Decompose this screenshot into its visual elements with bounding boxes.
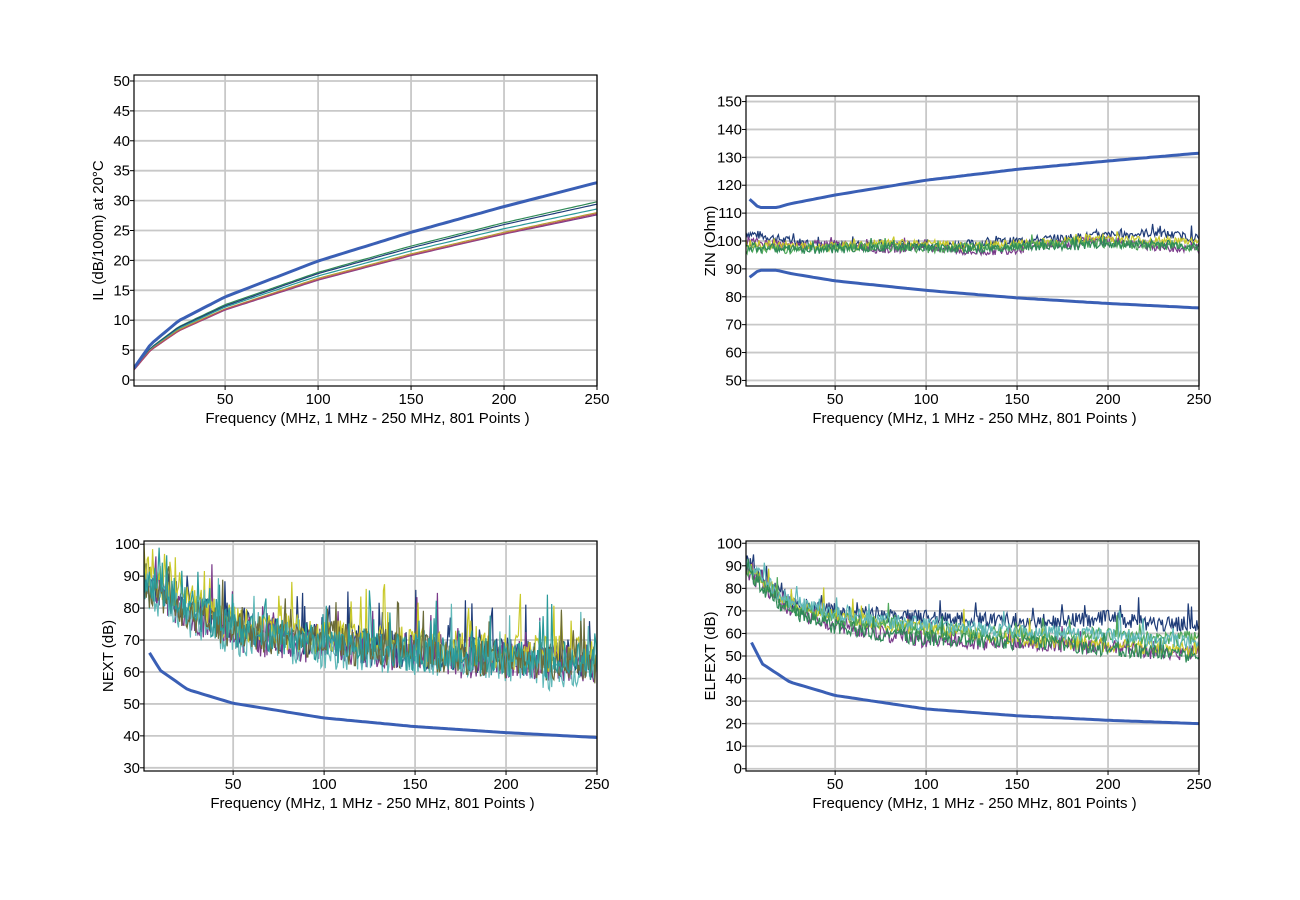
x-axis-title: Frequency (MHz, 1 MHz - 250 MHz, 801 Poi… <box>812 410 1136 427</box>
limit-line-1 <box>748 151 1199 209</box>
x-axis-title: Frequency (MHz, 1 MHz - 250 MHz, 801 Poi… <box>812 795 1136 812</box>
y-tick-label: 20 <box>725 716 742 733</box>
chart-next: 30 40 50 60 70 80 90 100 50 100 150 200 250 Frequency… <box>100 536 610 812</box>
y-tick-label: 30 <box>725 693 742 710</box>
y-tick-label: 50 <box>725 372 742 389</box>
series-line-5 <box>134 214 597 371</box>
x-axis-title: Frequency (MHz, 1 MHz - 250 MHz, 801 Poi… <box>205 410 529 427</box>
y-tick-label: 90 <box>123 568 140 585</box>
y-tick-label: 10 <box>725 738 742 755</box>
y-axis-title: IL (dB/100m) at 20°C <box>90 160 107 301</box>
x-tick-label: 50 <box>217 391 234 408</box>
y-tick-label: 150 <box>717 94 742 111</box>
y-tick-label: 100 <box>717 233 742 250</box>
y-tick-label: 45 <box>113 103 130 120</box>
y-tick-label: 35 <box>113 163 130 180</box>
y-tick-label: 60 <box>123 664 140 681</box>
x-tick-label: 150 <box>399 391 424 408</box>
y-axis-title: NEXT (dB) <box>100 620 117 692</box>
y-tick-label: 120 <box>717 177 742 194</box>
limit-line-1 <box>750 641 1199 726</box>
x-tick-label: 200 <box>1096 391 1121 408</box>
x-tick-label: 250 <box>1186 776 1211 793</box>
series-line-2 <box>134 203 597 370</box>
limit-line-1 <box>134 181 597 369</box>
series-line-4 <box>134 212 597 371</box>
y-tick-label: 20 <box>113 252 130 269</box>
series-line-5 <box>746 235 1199 255</box>
y-tick-label: 60 <box>725 345 742 362</box>
y-tick-label: 30 <box>123 760 140 777</box>
plot-frame <box>143 540 598 772</box>
y-tick-label: 30 <box>113 193 130 210</box>
series-line-5 <box>746 558 1199 650</box>
series-line-1 <box>746 223 1199 252</box>
x-tick-label: 150 <box>403 776 428 793</box>
y-tick-label: 0 <box>734 761 742 778</box>
chart-elfext: 0 10 20 30 40 50 60 70 80 90 100 50 100 150 200 250 Freq… <box>702 535 1212 812</box>
x-tick-label: 200 <box>494 776 519 793</box>
y-tick-label: 70 <box>725 317 742 334</box>
x-axis-title: Frequency (MHz, 1 MHz - 250 MHz, 801 Poi… <box>210 795 534 812</box>
x-tick-label: 200 <box>492 391 517 408</box>
y-tick-label: 40 <box>113 133 130 150</box>
y-axis-title: ZIN (Ohm) <box>702 206 719 277</box>
chart-zin: 50 60 70 80 90 100 110 120 130 140 150 50 100 150 200 2… <box>702 94 1212 427</box>
y-tick-label: 10 <box>113 312 130 329</box>
limit-line-2 <box>748 268 1199 310</box>
y-tick-label: 0 <box>122 372 130 389</box>
x-tick-label: 250 <box>1186 391 1211 408</box>
series-line-1 <box>134 201 597 370</box>
y-tick-label: 50 <box>725 648 742 665</box>
y-tick-label: 130 <box>717 149 742 166</box>
x-tick-label: 50 <box>827 391 844 408</box>
y-tick-label: 140 <box>717 121 742 138</box>
y-tick-label: 25 <box>113 223 130 240</box>
y-tick-label: 110 <box>718 205 742 222</box>
x-tick-label: 50 <box>225 776 242 793</box>
y-tick-label: 40 <box>725 671 742 688</box>
series-line-6 <box>134 213 597 371</box>
x-tick-label: 150 <box>1005 776 1030 793</box>
x-tick-label: 100 <box>306 391 331 408</box>
y-tick-label: 80 <box>725 580 742 597</box>
y-tick-label: 90 <box>725 261 742 278</box>
x-tick-label: 100 <box>914 776 939 793</box>
limit-line-1 <box>148 652 597 739</box>
y-tick-label: 60 <box>725 625 742 642</box>
y-tick-label: 50 <box>123 696 140 713</box>
y-tick-label: 100 <box>717 535 742 552</box>
y-tick-label: 40 <box>123 728 140 745</box>
y-tick-label: 90 <box>725 558 742 575</box>
x-tick-label: 50 <box>827 776 844 793</box>
y-tick-label: 80 <box>123 600 140 617</box>
x-tick-label: 250 <box>584 776 609 793</box>
x-tick-label: 200 <box>1096 776 1121 793</box>
y-tick-label: 15 <box>113 282 130 299</box>
y-axis-title: ELFEXT (dB) <box>702 612 719 701</box>
y-tick-label: 70 <box>725 603 742 620</box>
y-tick-label: 70 <box>123 632 140 649</box>
series-line-6 <box>746 558 1199 663</box>
series-line-3 <box>134 208 597 370</box>
y-tick-label: 5 <box>122 342 130 359</box>
series-line-6 <box>144 547 597 680</box>
x-tick-label: 250 <box>584 391 609 408</box>
x-tick-label: 100 <box>312 776 337 793</box>
x-tick-label: 150 <box>1005 391 1030 408</box>
x-tick-label: 100 <box>914 391 939 408</box>
y-tick-label: 80 <box>725 289 742 306</box>
chart-il: 0 5 10 15 20 25 30 35 40 45 50 50 100 150 200 250 Freque… <box>90 73 610 427</box>
y-tick-label: 100 <box>115 536 140 553</box>
series-line-1 <box>746 554 1199 633</box>
y-tick-label: 50 <box>113 73 130 90</box>
